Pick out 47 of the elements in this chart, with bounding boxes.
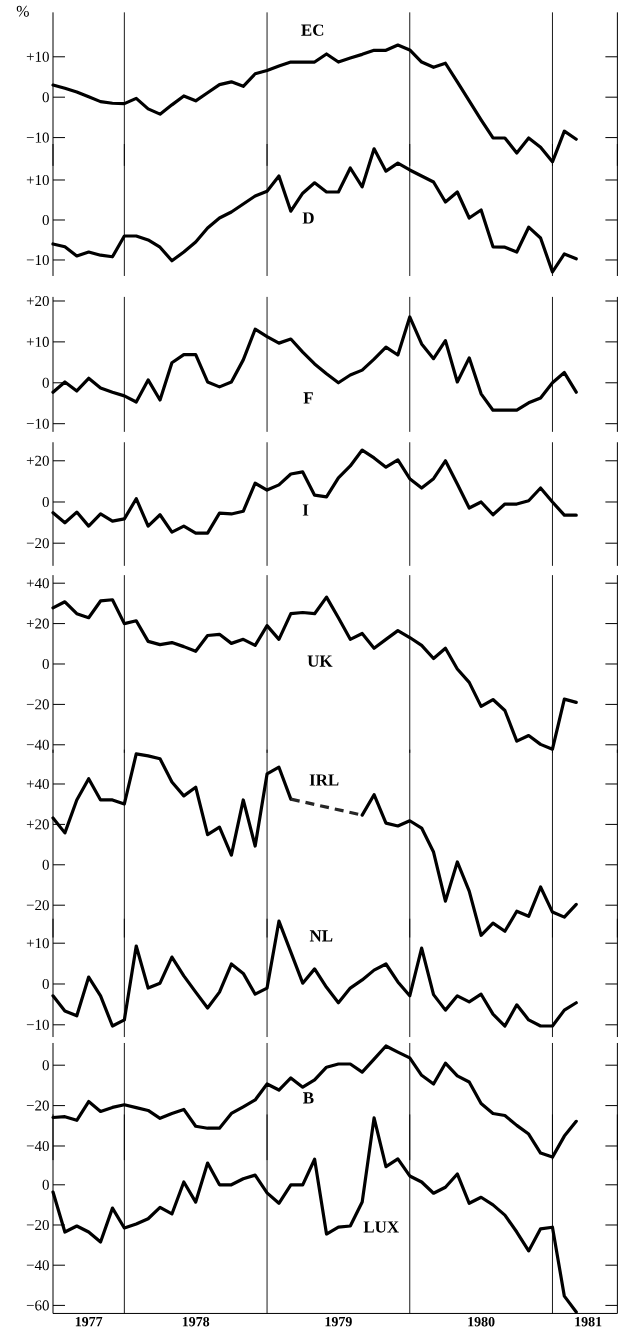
x-tick-label: 1978 (182, 1316, 210, 1327)
y-tick-label: 0 (42, 92, 49, 103)
y-tick-label: −20 (26, 699, 49, 710)
y-tick-label: +20 (26, 618, 49, 629)
y-tick-label: −20 (26, 538, 49, 549)
y-tick-label: +10 (26, 174, 49, 186)
y-tick-label: 0 (42, 1179, 49, 1190)
y-tick-label: 0 (42, 214, 49, 226)
x-tick-label: 1981 (575, 1316, 602, 1327)
series-label: LUX (363, 1221, 399, 1233)
y-tick-label: −40 (26, 1140, 49, 1152)
y-tick-label: +10 (26, 938, 49, 949)
y-tick-label: +40 (26, 578, 49, 589)
y-axis-title: % (16, 5, 29, 17)
y-tick-label: −40 (26, 739, 49, 750)
y-tick-label: +20 (26, 295, 49, 307)
x-tick-label: 1980 (468, 1316, 495, 1327)
series-label: NL (309, 930, 333, 942)
y-tick-label: −60 (26, 1300, 49, 1311)
y-tick-label: −10 (26, 1019, 49, 1030)
x-tick-label: 1977 (75, 1316, 103, 1327)
y-tick-label: −20 (26, 900, 49, 911)
y-tick-label: 0 (42, 978, 49, 990)
y-tick-label: −40 (26, 1260, 49, 1271)
y-tick-label: −10 (26, 132, 49, 143)
y-tick-label: −20 (26, 1100, 49, 1111)
y-tick-label: 0 (42, 859, 49, 870)
y-tick-label: −10 (26, 254, 49, 266)
y-tick-label: +10 (26, 51, 49, 62)
y-tick-label: −10 (26, 418, 49, 429)
y-tick-label: +40 (26, 778, 49, 790)
y-tick-label: 0 (42, 658, 49, 670)
series-label: EC (301, 24, 324, 36)
series-label: UK (307, 655, 333, 667)
y-tick-label: 0 (42, 377, 49, 388)
y-tick-label: +20 (26, 455, 49, 466)
y-tick-label: −20 (26, 1219, 49, 1231)
series-label: F (303, 392, 313, 404)
x-tick-label: 1979 (325, 1316, 352, 1327)
y-tick-label: +20 (26, 819, 49, 830)
y-tick-label: 0 (42, 496, 49, 508)
series-label: I (302, 504, 309, 516)
y-tick-label: +10 (26, 336, 49, 347)
series-label: B (303, 1092, 314, 1104)
y-tick-label: 0 (42, 1060, 49, 1071)
series-label: D (302, 212, 314, 224)
series-label: IRL (309, 774, 339, 786)
